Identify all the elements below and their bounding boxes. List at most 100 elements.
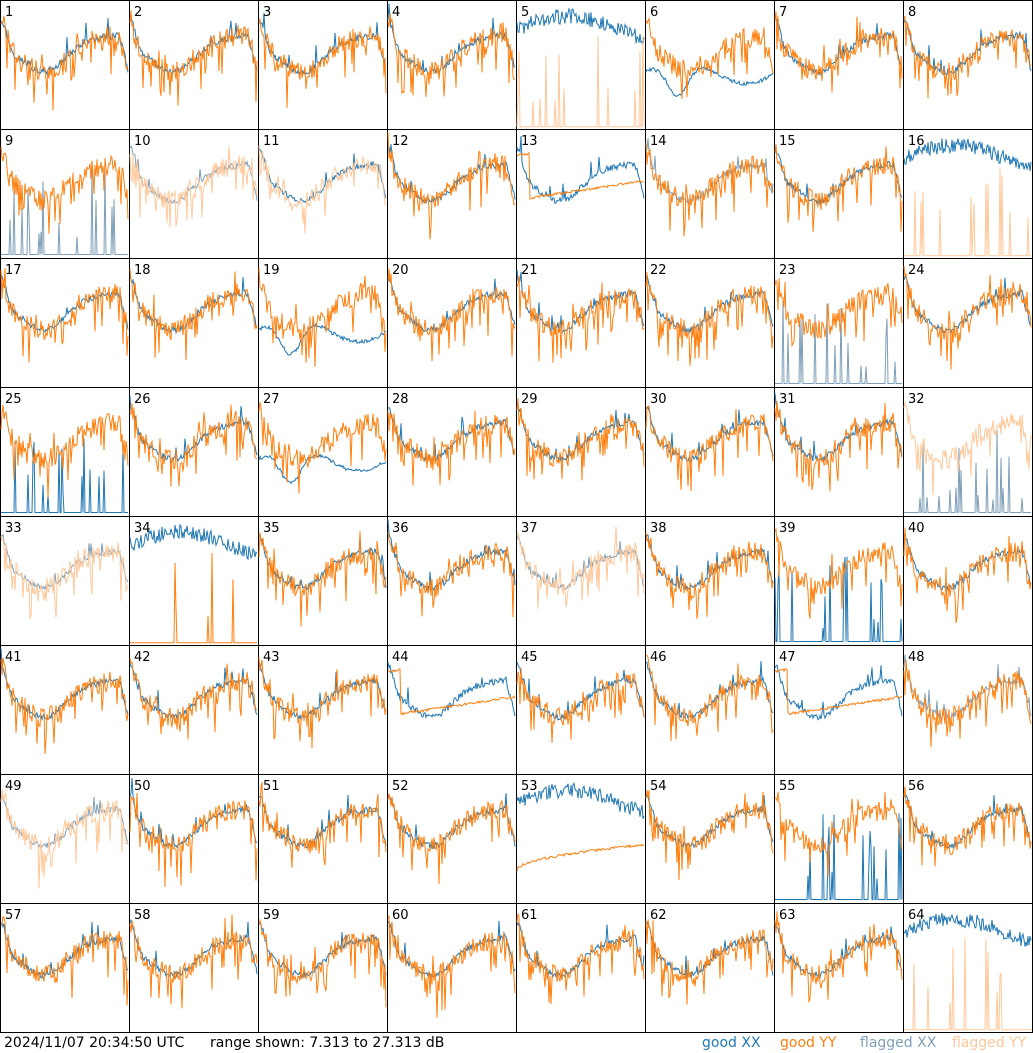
antenna-panel-8: 8: [903, 0, 1033, 130]
series-yy-good: [0, 267, 129, 363]
series-xx-good: [516, 921, 645, 979]
antenna-panel-31: 31: [774, 387, 904, 517]
antenna-panel-53: 53: [516, 774, 646, 904]
series-xx-good: [774, 664, 903, 721]
series-yy-good: [258, 268, 387, 367]
series-yy-good: [516, 843, 645, 872]
series-yy-good: [774, 527, 903, 619]
antenna-panel-17: 17: [0, 258, 130, 388]
antenna-panel-39: 39: [774, 516, 904, 646]
antenna-panel-21: 21: [516, 258, 646, 388]
antenna-panel-41: 41: [0, 645, 130, 775]
footer-bar: 2024/11/07 20:34:50 UTC range shown: 7.3…: [0, 1033, 1033, 1053]
series-yy-good: [0, 915, 129, 1006]
series-xx-good: [129, 274, 258, 335]
antenna-panel-20: 20: [387, 258, 517, 388]
antenna-panel-10: 10: [129, 129, 259, 259]
series-yy-good: [387, 268, 516, 362]
series-yy-good: [0, 658, 129, 754]
panel-label: 54: [650, 779, 667, 794]
antenna-panel-35: 35: [258, 516, 388, 646]
legend-good-xx: good XX: [702, 1035, 761, 1051]
panel-label: 55: [779, 779, 796, 794]
antenna-panel-36: 36: [387, 516, 517, 646]
series-yy-flagged: [516, 526, 645, 609]
range-label: range shown: 7.313 to 27.313 dB: [210, 1035, 445, 1051]
series-xx-good: [1, 438, 128, 513]
series-yy-flagged: [0, 535, 129, 620]
series-yy-good: [903, 659, 1032, 748]
panel-label: 8: [908, 5, 916, 20]
series-yy-good: [645, 532, 774, 619]
panel-label: 58: [134, 908, 151, 923]
timestamp-label: 2024/11/07 20:34:50 UTC: [4, 1035, 185, 1051]
series-yy-good: [129, 658, 258, 740]
antenna-panel-13: 13: [516, 129, 646, 259]
antenna-panel-64: 64: [903, 903, 1033, 1033]
series-xx-good: [258, 662, 387, 721]
panel-label: 63: [779, 908, 796, 923]
series-xx-good: [774, 556, 903, 642]
antenna-panel-37: 37: [516, 516, 646, 646]
panel-label: 20: [392, 263, 409, 278]
series-yy-good: [516, 668, 645, 743]
panel-label: 41: [5, 650, 22, 665]
series-xx-good: [516, 781, 645, 819]
panel-label: 42: [134, 650, 151, 665]
series-yy-good: [645, 919, 774, 1005]
series-yy-good: [516, 151, 644, 200]
series-xx-good: [258, 322, 387, 356]
panel-label: 21: [521, 263, 538, 278]
series-yy-good: [516, 913, 645, 1004]
panel-label: 2: [134, 5, 142, 20]
panel-label: 16: [908, 134, 925, 149]
panel-label: 51: [263, 779, 280, 794]
panel-label: 5: [521, 5, 529, 20]
panel-label: 57: [5, 908, 22, 923]
series-xx-flagged: [516, 534, 645, 591]
series-yy-good: [774, 144, 903, 232]
panel-label: 48: [908, 650, 925, 665]
antenna-panel-3: 3: [258, 0, 388, 130]
antenna-panel-29: 29: [516, 387, 646, 517]
panel-label: 13: [521, 134, 538, 149]
series-yy-good: [645, 143, 774, 237]
panel-label: 15: [779, 134, 796, 149]
series-yy-good: [387, 668, 516, 716]
series-yy-good: [258, 531, 387, 627]
panel-label: 43: [263, 650, 280, 665]
antenna-panel-27: 27: [258, 387, 388, 517]
antenna-panel-32: 32: [903, 387, 1033, 517]
antenna-panel-28: 28: [387, 387, 517, 517]
series-yy-good: [129, 403, 258, 487]
antenna-panel-5: 5: [516, 0, 646, 130]
series-xx-good: [258, 12, 387, 77]
panel-label: 49: [5, 779, 22, 794]
panel-label: 35: [263, 521, 280, 536]
series-yy-good: [645, 272, 774, 366]
series-yy-good: [0, 404, 129, 498]
antenna-panel-2: 2: [129, 0, 259, 130]
antenna-panel-60: 60: [387, 903, 517, 1033]
antenna-panel-45: 45: [516, 645, 646, 775]
series-yy-good: [516, 398, 645, 481]
series-xx-good: [775, 813, 903, 900]
antenna-panel-18: 18: [129, 258, 259, 388]
panel-label: 28: [392, 392, 409, 407]
series-yy-good: [774, 11, 903, 92]
series-yy-good: [258, 918, 387, 1008]
panel-label: 47: [779, 650, 796, 665]
panel-label: 11: [263, 134, 280, 149]
antenna-panel-42: 42: [129, 645, 259, 775]
antenna-panel-47: 47: [774, 645, 904, 775]
series-yy-good: [387, 410, 516, 486]
series-yy-good: [774, 278, 903, 348]
series-yy-flagged: [0, 789, 129, 889]
panel-label: 24: [908, 263, 925, 278]
panel-label: 39: [779, 521, 796, 536]
series-yy-good: [129, 269, 258, 361]
panel-label: 64: [908, 908, 925, 923]
panel-label: 34: [134, 521, 151, 536]
antenna-panel-46: 46: [645, 645, 775, 775]
